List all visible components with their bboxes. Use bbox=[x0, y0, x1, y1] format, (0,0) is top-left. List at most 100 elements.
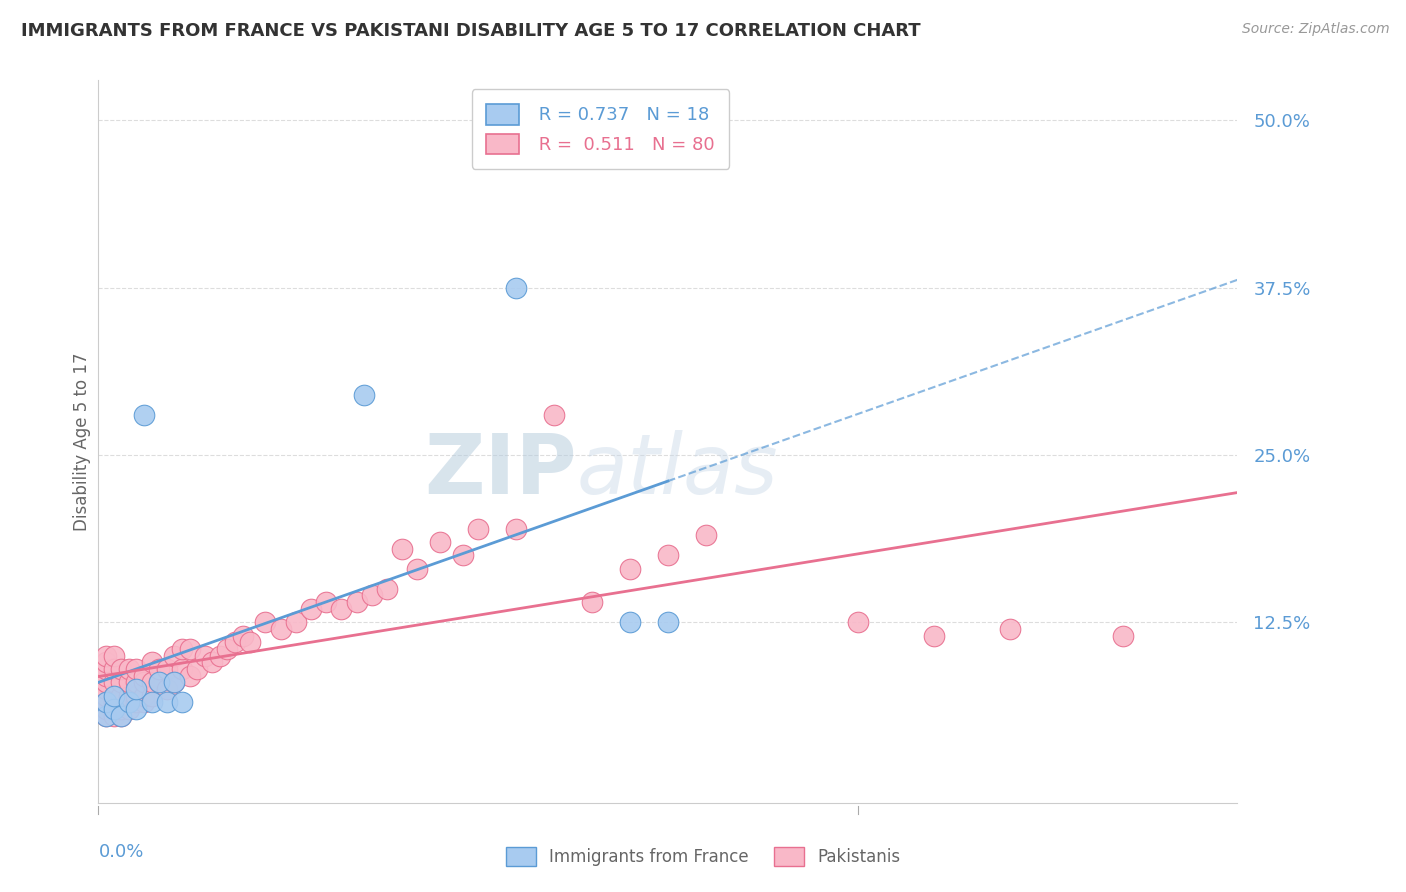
Point bbox=[103, 702, 125, 716]
Point bbox=[94, 689, 117, 703]
Point bbox=[581, 595, 603, 609]
Point bbox=[125, 675, 148, 690]
Point bbox=[201, 655, 224, 669]
Point bbox=[346, 595, 368, 609]
Point bbox=[224, 635, 246, 649]
Point bbox=[132, 669, 155, 683]
Point bbox=[406, 562, 429, 576]
Point bbox=[94, 696, 117, 710]
Point bbox=[505, 281, 527, 295]
Point bbox=[118, 675, 141, 690]
Point bbox=[360, 589, 382, 603]
Point bbox=[118, 702, 141, 716]
Point bbox=[156, 662, 179, 676]
Point bbox=[657, 548, 679, 563]
Point bbox=[148, 662, 170, 676]
Point bbox=[451, 548, 474, 563]
Point bbox=[132, 696, 155, 710]
Point bbox=[110, 675, 132, 690]
Text: 0.0%: 0.0% bbox=[98, 843, 143, 861]
Point bbox=[163, 675, 186, 690]
Point bbox=[179, 669, 201, 683]
Point bbox=[118, 662, 141, 676]
Point bbox=[103, 662, 125, 676]
Point bbox=[110, 662, 132, 676]
Point bbox=[148, 675, 170, 690]
Point bbox=[1112, 628, 1135, 642]
Point bbox=[125, 662, 148, 676]
Point bbox=[94, 708, 117, 723]
Y-axis label: Disability Age 5 to 17: Disability Age 5 to 17 bbox=[73, 352, 91, 531]
Point bbox=[148, 675, 170, 690]
Point bbox=[846, 615, 869, 630]
Point bbox=[619, 562, 641, 576]
Point bbox=[208, 648, 231, 663]
Point bbox=[170, 642, 193, 657]
Point bbox=[505, 521, 527, 535]
Point bbox=[141, 655, 163, 669]
Point bbox=[170, 662, 193, 676]
Point bbox=[186, 662, 208, 676]
Point bbox=[375, 582, 398, 596]
Point bbox=[284, 615, 307, 630]
Point bbox=[695, 528, 717, 542]
Point bbox=[657, 615, 679, 630]
Point bbox=[299, 602, 322, 616]
Point bbox=[94, 696, 117, 710]
Point bbox=[103, 648, 125, 663]
Point bbox=[141, 675, 163, 690]
Point bbox=[141, 689, 163, 703]
Point bbox=[94, 675, 117, 690]
Point bbox=[391, 541, 413, 556]
Point bbox=[170, 696, 193, 710]
Point bbox=[156, 696, 179, 710]
Point bbox=[125, 682, 148, 697]
Legend: Immigrants from France, Pakistanis: Immigrants from France, Pakistanis bbox=[498, 838, 908, 875]
Point bbox=[94, 702, 117, 716]
Point bbox=[94, 708, 117, 723]
Point bbox=[110, 708, 132, 723]
Point bbox=[429, 535, 451, 549]
Point bbox=[94, 655, 117, 669]
Point bbox=[103, 708, 125, 723]
Point bbox=[467, 521, 489, 535]
Point bbox=[330, 602, 353, 616]
Point bbox=[353, 387, 375, 401]
Point bbox=[132, 675, 155, 690]
Point bbox=[125, 702, 148, 716]
Point bbox=[103, 675, 125, 690]
Point bbox=[94, 669, 117, 683]
Point bbox=[118, 696, 141, 710]
Text: Source: ZipAtlas.com: Source: ZipAtlas.com bbox=[1241, 22, 1389, 37]
Point bbox=[232, 628, 254, 642]
Point bbox=[922, 628, 945, 642]
Point bbox=[103, 702, 125, 716]
Point bbox=[110, 689, 132, 703]
Text: IMMIGRANTS FROM FRANCE VS PAKISTANI DISABILITY AGE 5 TO 17 CORRELATION CHART: IMMIGRANTS FROM FRANCE VS PAKISTANI DISA… bbox=[21, 22, 921, 40]
Point bbox=[179, 642, 201, 657]
Point bbox=[103, 689, 125, 703]
Point bbox=[125, 696, 148, 710]
Point bbox=[110, 702, 132, 716]
Point bbox=[125, 689, 148, 703]
Point bbox=[998, 622, 1021, 636]
Point bbox=[132, 689, 155, 703]
Point bbox=[217, 642, 239, 657]
Point bbox=[94, 662, 117, 676]
Point bbox=[132, 408, 155, 422]
Point bbox=[163, 648, 186, 663]
Point bbox=[619, 615, 641, 630]
Point bbox=[94, 648, 117, 663]
Point bbox=[163, 675, 186, 690]
Point bbox=[118, 689, 141, 703]
Point bbox=[270, 622, 292, 636]
Point bbox=[543, 408, 565, 422]
Point bbox=[94, 682, 117, 697]
Point bbox=[254, 615, 277, 630]
Point bbox=[110, 696, 132, 710]
Point bbox=[315, 595, 337, 609]
Point bbox=[103, 689, 125, 703]
Point bbox=[103, 696, 125, 710]
Text: atlas: atlas bbox=[576, 430, 779, 511]
Point bbox=[156, 682, 179, 697]
